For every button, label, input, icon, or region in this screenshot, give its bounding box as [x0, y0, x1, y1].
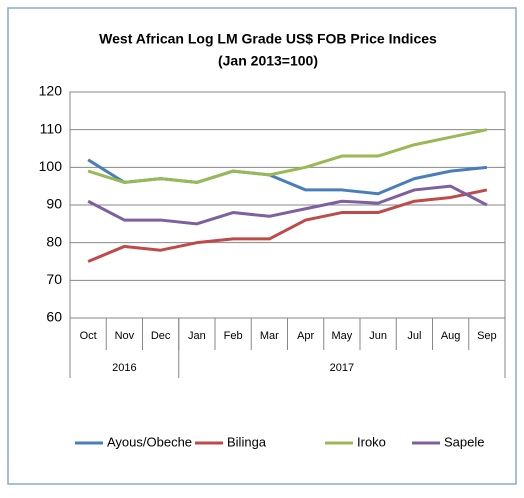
x-tick-label: Sep: [477, 330, 497, 342]
x-tick-label: Dec: [151, 330, 171, 342]
y-tick-label: 100: [39, 158, 63, 174]
chart-frame: [7, 7, 517, 485]
x-tick-label: Apr: [297, 330, 314, 342]
y-tick-label: 120: [39, 83, 63, 99]
y-tick-label: 80: [46, 233, 62, 249]
legend-label: Sapele: [444, 434, 484, 449]
chart-title: West African Log LM Grade US$ FOB Price …: [99, 31, 437, 47]
x-tick-label: Aug: [441, 330, 461, 342]
y-tick-label: 60: [46, 309, 62, 325]
line-series: [87, 188, 488, 263]
legend-label: Iroko: [357, 434, 386, 449]
x-tick-label: Mar: [260, 330, 279, 342]
x-tick-label: May: [331, 330, 352, 342]
legend-label: Bilinga: [227, 434, 267, 449]
y-tick-label: 90: [46, 196, 62, 212]
x-tick-label: Nov: [115, 330, 135, 342]
chart-subtitle: (Jan 2013=100): [218, 53, 318, 69]
y-tick-label: 110: [40, 120, 63, 136]
legend-label: Ayous/Obeche: [107, 434, 192, 449]
x-tick-label: Jan: [188, 330, 206, 342]
line-series: [87, 184, 488, 226]
x-tick-label: Jul: [407, 330, 421, 342]
x-tick-label: Oct: [80, 330, 97, 342]
line-series: [87, 128, 488, 184]
x-group-label: 2016: [112, 362, 136, 374]
x-tick-label: Feb: [224, 330, 243, 342]
x-tick-label: Jun: [369, 330, 387, 342]
x-group-label: 2017: [330, 362, 354, 374]
y-tick-label: 70: [46, 271, 62, 287]
